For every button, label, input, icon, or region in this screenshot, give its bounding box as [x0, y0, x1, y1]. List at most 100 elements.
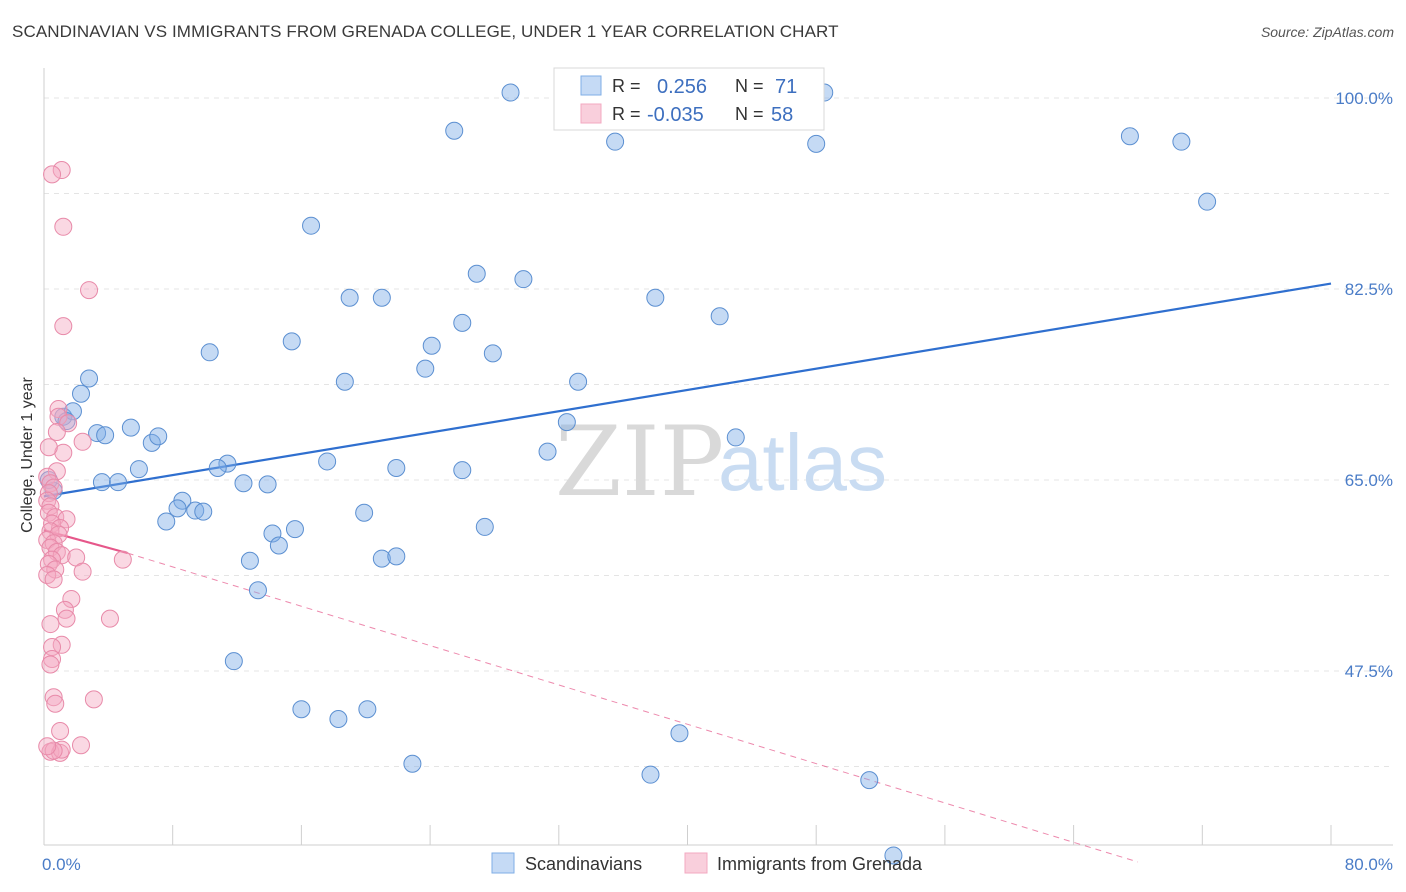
point-s0-16	[282, 332, 301, 351]
data-points	[38, 83, 1217, 865]
point-s1-25	[49, 525, 68, 544]
point-s0-24	[72, 384, 91, 403]
y-tick-label-0: 100.0%	[1335, 89, 1393, 108]
point-s0-34	[149, 427, 168, 446]
y-tick-label-1: 82.5%	[1345, 280, 1393, 299]
point-s1-35	[73, 562, 92, 581]
point-s0-12	[372, 288, 391, 307]
point-s1-18	[41, 497, 60, 516]
point-s0-45	[258, 475, 277, 494]
point-s0-65	[670, 724, 689, 743]
point-s0-67	[641, 765, 660, 784]
point-s1-9	[73, 432, 92, 451]
trend-extension-1	[127, 552, 1139, 863]
point-s0-64	[358, 700, 377, 719]
point-s0-13	[646, 288, 665, 307]
point-s0-56	[269, 536, 288, 555]
point-s0-18	[422, 336, 441, 355]
point-s1-38	[44, 570, 63, 589]
x-tick-label-1: 80.0%	[1345, 855, 1393, 874]
trend-lines	[43, 282, 1332, 863]
point-s1-48	[44, 688, 63, 707]
legend-box: R = 0.256 N = 71 R = -0.035 N = 58	[553, 67, 825, 131]
point-s0-22	[569, 372, 588, 391]
legend-n-label-1: N =	[735, 76, 764, 96]
y-tick-labels: 100.0% 82.5% 65.0% 47.5%	[1335, 89, 1393, 681]
point-s0-4	[807, 134, 826, 153]
point-s1-34	[113, 550, 132, 569]
point-s0-3	[606, 132, 625, 151]
point-s1-57	[38, 737, 57, 756]
point-s0-53	[475, 517, 494, 536]
point-s1-8	[47, 422, 66, 441]
point-s1-47	[41, 655, 60, 674]
point-s0-10	[514, 270, 533, 289]
chart-title: SCANDINAVIAN VS IMMIGRANTS FROM GRENADA …	[12, 22, 839, 41]
point-s1-1	[43, 165, 62, 184]
point-s0-68	[860, 771, 879, 790]
point-s0-59	[387, 547, 406, 566]
point-s1-2	[54, 217, 73, 236]
point-s0-52	[355, 503, 374, 522]
legend-n-value-2: 58	[771, 104, 793, 126]
y-axis-label: College, Under 1 year	[19, 377, 36, 533]
point-s0-39	[453, 461, 472, 480]
x-tick-labels: 0.0% 80.0%	[42, 855, 1393, 874]
bottom-legend: Scandinavians Immigrants from Grenada	[491, 852, 923, 874]
point-s1-0	[52, 161, 71, 180]
point-s0-50	[157, 512, 176, 531]
point-s1-49	[46, 694, 65, 713]
point-s0-23	[80, 369, 99, 388]
bottom-legend-label-1: Scandinavians	[525, 854, 642, 874]
legend-swatch-blue	[580, 75, 602, 96]
point-s1-42	[100, 609, 119, 628]
point-s0-15	[453, 313, 472, 332]
legend-r-label-2: R =	[612, 104, 641, 124]
point-s0-62	[292, 700, 311, 719]
legend-swatch-pink	[580, 103, 602, 124]
point-s0-33	[142, 433, 161, 452]
point-s1-3	[80, 281, 99, 300]
point-s0-17	[200, 343, 219, 362]
point-s0-6	[1172, 132, 1191, 151]
source-label: Source: ZipAtlas.com	[1260, 24, 1394, 40]
point-s1-16	[39, 484, 58, 503]
point-s1-39	[62, 589, 81, 608]
y-tick-label-3: 47.5%	[1345, 662, 1393, 681]
legend-r-value-2: -0.035	[647, 104, 704, 126]
point-s0-58	[372, 549, 391, 568]
point-s0-49	[194, 502, 213, 521]
point-s0-21	[335, 372, 354, 391]
bottom-legend-label-2: Immigrants from Grenada	[717, 854, 923, 874]
trend-line-0	[43, 282, 1332, 498]
point-s0-60	[248, 581, 267, 600]
point-s0-61	[224, 652, 243, 671]
point-s0-35	[538, 442, 557, 461]
point-s1-4	[54, 317, 73, 336]
bottom-legend-swatch-pink	[684, 852, 708, 874]
point-s0-44	[234, 474, 253, 493]
point-s0-41	[208, 458, 227, 477]
point-s0-55	[285, 520, 304, 539]
point-s0-14	[710, 307, 729, 326]
point-s0-0	[501, 83, 520, 102]
point-s0-36	[318, 452, 337, 471]
watermark-zip: ZIP	[555, 406, 724, 518]
point-s0-37	[218, 454, 237, 473]
point-s1-23	[51, 519, 70, 538]
point-s0-5	[1120, 127, 1139, 146]
legend-n-value-1: 71	[775, 76, 797, 98]
x-tick-label-0: 0.0%	[42, 855, 81, 874]
legend-n-label-2: N =	[735, 104, 764, 124]
point-s0-57	[240, 551, 259, 570]
point-s0-11	[340, 288, 359, 307]
grid-lines	[44, 97, 1393, 767]
point-s0-32	[96, 426, 115, 445]
point-s1-51	[51, 722, 70, 741]
point-s0-38	[387, 458, 406, 477]
point-s0-8	[302, 216, 321, 235]
point-s1-43	[41, 615, 60, 634]
point-s0-7	[1198, 192, 1217, 211]
point-s1-6	[49, 407, 68, 426]
